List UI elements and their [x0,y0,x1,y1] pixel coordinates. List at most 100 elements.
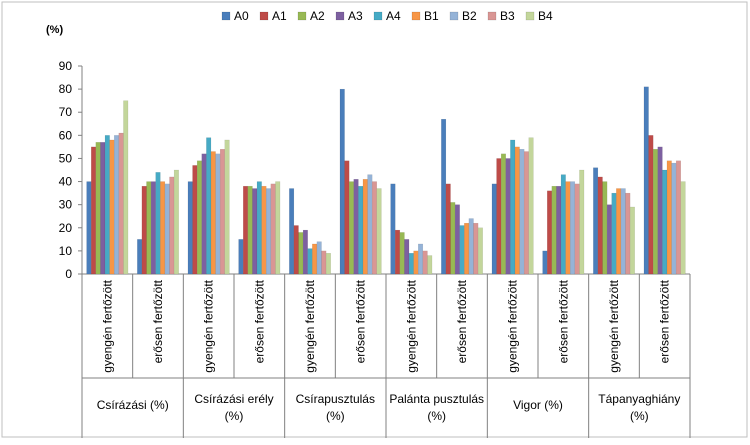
bar-a4 [510,139,516,275]
legend-label: A1 [272,9,287,23]
bar-a2 [95,142,101,275]
subcategory-label: gyengén fertőzött [506,279,520,372]
bar-b4 [427,255,433,275]
bar-b2 [570,181,576,275]
bar-b1 [514,146,520,275]
bar-a2 [146,181,152,275]
bar-b2 [164,183,170,275]
subcategory-label: erősen fertőzött [455,279,469,363]
bar-b2 [671,162,677,275]
y-axis-label: (%) [46,24,63,36]
bar-a1 [344,160,350,275]
bar-b1 [109,139,115,275]
bar-b1 [312,243,318,275]
bar-a4 [662,169,668,275]
bar-a2 [196,160,202,275]
bar-b4 [275,181,281,275]
legend-item-a4: A4 [373,9,401,23]
subcategory-label: erősen fertőzött [658,279,672,363]
subcategory-label: gyengén fertőzött [303,279,317,372]
bar-b1 [565,181,571,275]
bar-b3 [523,151,529,275]
bar-a1 [141,185,147,275]
legend-swatch [259,11,269,21]
bar-b1 [464,222,470,275]
bar-a4 [459,225,465,275]
bar-a3 [505,158,511,275]
legend-label: A3 [348,9,363,23]
bar-b1 [261,185,267,275]
legend-item-b3: B3 [487,9,515,23]
legend-label: A2 [310,9,325,23]
legend-swatch [487,11,497,21]
group-label: Tápanyaghiány (%) [598,392,680,423]
bar-b3 [118,132,124,275]
bar-b4 [528,137,534,275]
bar-b4 [224,139,230,275]
bar-b3 [625,192,631,275]
bar-a1 [192,165,198,275]
axes: 0 10 20 30 40 50 60 70 80 90 [59,59,691,438]
bar-b1 [210,151,216,275]
bar-b1 [666,160,672,275]
bar-a3 [606,204,612,275]
group-label: Palánta pusztulás (%) [389,392,484,423]
bar-a1 [91,146,97,275]
bar-a2 [500,153,506,275]
legend-label: B1 [424,9,439,23]
bar-b2 [468,218,474,275]
legend-label: A0 [234,9,249,23]
bar-a1 [395,229,401,275]
legend-swatch [297,11,307,21]
bar-a1 [597,176,603,275]
bar-b3 [371,181,377,275]
bar-b4 [376,188,382,275]
bar-a3 [150,181,156,275]
bar-a2 [298,232,304,275]
bar-b3 [574,183,580,275]
group-label: Csírapusztulás (%) [296,392,375,423]
bar-a4 [206,137,212,275]
group-label: Csírázási erély (%) [194,392,273,423]
bar-a3 [657,146,663,275]
bar-a1 [496,158,502,275]
bar-a4 [256,181,262,275]
bar-a0 [593,167,599,275]
bar-a1 [293,225,299,275]
legend-label: B3 [500,9,515,23]
bar-b3 [473,222,479,275]
bar-b2 [519,148,525,275]
bar-a0 [86,181,92,275]
legend-item-b2: B2 [449,9,477,23]
legend-swatch [373,11,383,21]
subcategory-label: erősen fertőzött [151,279,165,363]
bar-a3 [454,204,460,275]
bar-a1 [243,185,249,275]
legend-swatch [335,11,345,21]
x-axis-labels: gyengén fertőzött erősen fertőzött gyengén… [97,279,681,423]
bar-a4 [358,185,364,275]
bar-b3 [270,183,276,275]
y-tick-label: 10 [59,244,73,258]
bar-b1 [362,179,368,275]
subcategory-label: erősen fertőzött [556,279,570,363]
legend-swatch [221,11,231,21]
bar-b3 [422,250,428,275]
bar-b3 [321,250,327,275]
bar-b4 [477,227,483,275]
y-tick-label: 20 [59,221,73,235]
bar-b1 [616,188,622,275]
bar-a0 [289,188,295,275]
y-tick-label: 70 [59,105,73,119]
bar-a2 [551,185,557,275]
bar-a2 [247,185,253,275]
bar-a3 [201,153,207,275]
bar-b2 [266,188,272,275]
bar-a1 [648,135,654,275]
subcategory-label: erősen fertőzött [252,279,266,363]
legend-item-a1: A1 [259,9,287,23]
bar-a0 [542,250,548,275]
legend-item-b4: B4 [525,9,553,23]
